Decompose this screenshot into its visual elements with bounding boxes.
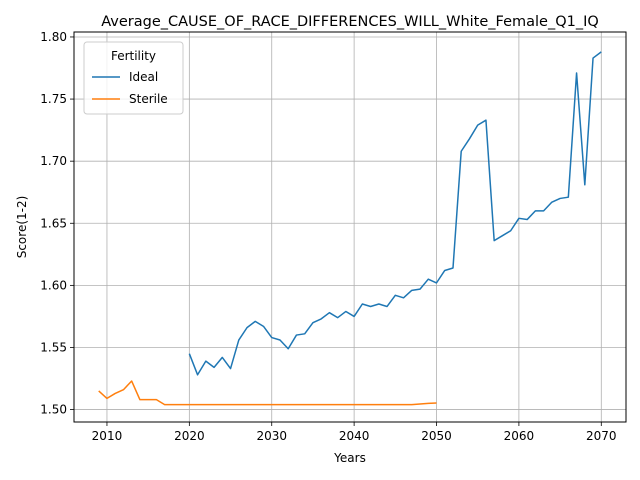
legend: Fertility Ideal Sterile <box>83 41 184 115</box>
legend-box <box>83 41 184 115</box>
legend-label-sterile: Sterile <box>129 92 168 106</box>
plot-frame <box>73 31 627 423</box>
y-tick-label: 1.80 <box>40 30 67 44</box>
x-tick-label: 2030 <box>256 429 287 443</box>
y-tick-label: 1.55 <box>40 340 67 354</box>
series-lines <box>98 51 602 406</box>
legend-title: Fertility <box>111 49 156 63</box>
y-tick-label: 1.70 <box>40 154 67 168</box>
x-axis-ticks: 2010 2020 2030 2040 2050 2060 2070 <box>92 422 617 443</box>
x-tick-label: 2060 <box>504 429 535 443</box>
y-tick-label: 1.75 <box>40 92 67 106</box>
x-tick-label: 2040 <box>339 429 370 443</box>
grid-lines <box>74 32 626 422</box>
legend-label-ideal: Ideal <box>129 70 158 84</box>
x-tick-label: 2050 <box>421 429 452 443</box>
x-tick-label: 2070 <box>586 429 617 443</box>
chart-title: Average_CAUSE_OF_RACE_DIFFERENCES_WILL_W… <box>101 14 599 30</box>
legend-items: Ideal Sterile <box>92 70 168 106</box>
y-axis-ticks: 1.50 1.55 1.60 1.65 1.70 1.75 1.80 <box>40 30 74 417</box>
x-tick-label: 2010 <box>92 429 123 443</box>
y-tick-label: 1.65 <box>40 216 67 230</box>
series-line-ideal <box>188 51 602 376</box>
x-axis-label: Years <box>333 451 366 465</box>
y-tick-label: 1.50 <box>40 403 67 417</box>
y-tick-label: 1.60 <box>40 278 67 292</box>
series-line-sterile <box>98 380 437 406</box>
x-tick-label: 2020 <box>174 429 205 443</box>
y-axis-label: Score(1-2) <box>15 196 29 259</box>
